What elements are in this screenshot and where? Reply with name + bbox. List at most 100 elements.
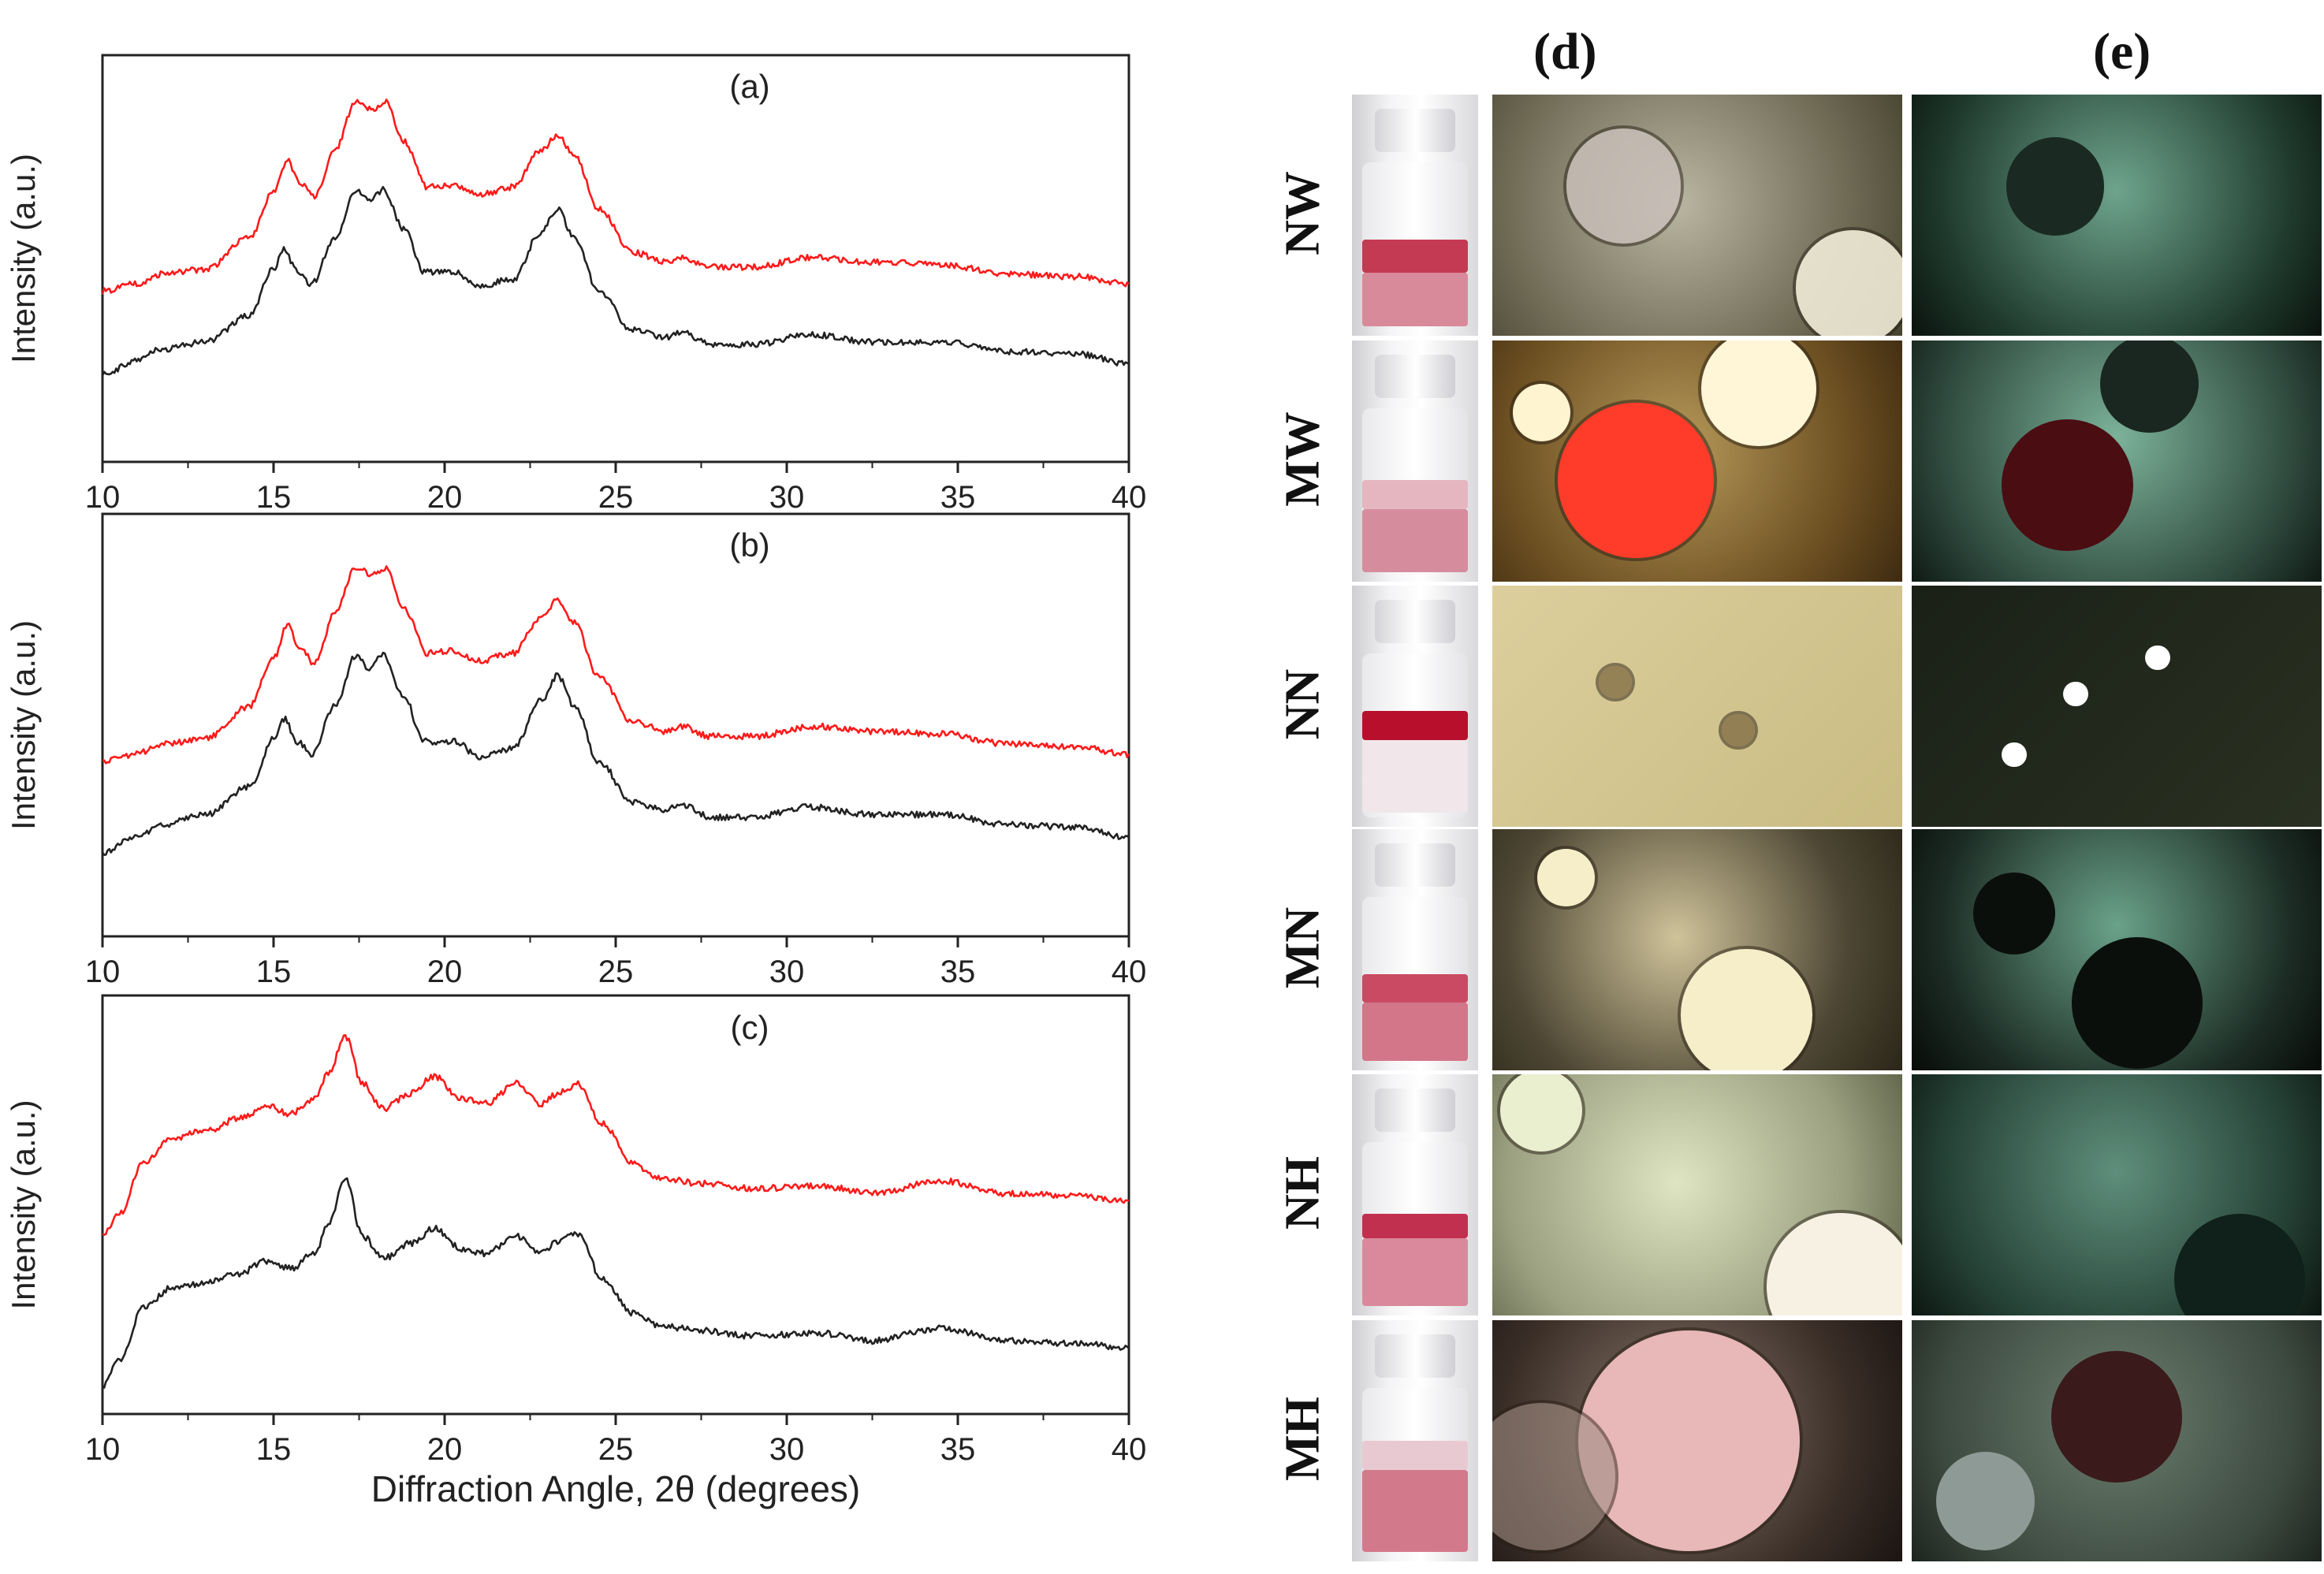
vial-cap: [1374, 1334, 1456, 1379]
vial-cap: [1374, 600, 1456, 644]
panel-label-1: (a): [729, 68, 769, 105]
panel-label-2: (b): [729, 527, 769, 564]
column-header-e: (e): [2093, 23, 2151, 80]
birefringence-spot-0: [2063, 682, 2088, 707]
x-tick-label-1-40: 40: [1112, 480, 1147, 515]
vial-oil-band: [1361, 1214, 1469, 1239]
x-tick-label-2-40: 40: [1112, 954, 1147, 989]
vial-oil-band: [1361, 973, 1469, 1003]
brightfield-micrograph-nn: [1492, 586, 1902, 827]
x-tick-label-3-35: 35: [940, 1432, 976, 1467]
birefringence-spot-0: [2006, 136, 2105, 236]
y-axis-label-3: Intensity (a.u.): [5, 1100, 42, 1309]
brightfield-micrograph-mh: [1492, 1320, 1902, 1561]
vial-photo-nw: [1352, 95, 1478, 336]
droplet-1: [1492, 1403, 1615, 1551]
series-line-black-1: [101, 186, 1130, 376]
plot-frame-3: [101, 994, 1130, 1416]
brightfield-micrograph-nh: [1492, 1074, 1902, 1315]
x-tick-label-2-20: 20: [427, 954, 463, 989]
row-label-mw: MW: [1276, 411, 1330, 507]
droplet-0: [1681, 949, 1812, 1070]
vial-photo-nn: [1352, 586, 1478, 827]
x-tick-label-3-20: 20: [427, 1432, 463, 1467]
droplet-0: [1599, 665, 1632, 699]
brightfield-micrograph-nw: [1492, 95, 1902, 336]
vial-oil-band: [1361, 711, 1469, 740]
x-tick-label-3-15: 15: [256, 1432, 292, 1467]
y-axis-label-2: Intensity (a.u.): [5, 620, 42, 830]
vial-emulsion: [1361, 739, 1469, 813]
row-label-nh: NH: [1276, 1156, 1330, 1230]
panel-label-3: (c): [731, 1009, 769, 1046]
droplet-1: [1500, 1074, 1583, 1152]
polarized-micrograph-mw: [1912, 340, 2322, 582]
vial-photo-mn: [1352, 829, 1478, 1070]
vial-oil-band: [1361, 1441, 1469, 1470]
x-tick-label-3-40: 40: [1112, 1432, 1147, 1467]
row-label-nw: NW: [1276, 171, 1330, 255]
vial-cap: [1374, 355, 1456, 399]
series-line-red-3: [102, 1034, 1130, 1236]
x-tick-label-3-10: 10: [85, 1432, 121, 1467]
droplet-0: [1578, 1330, 1800, 1552]
x-tick-label-2-25: 25: [598, 954, 634, 989]
droplet-1: [1795, 230, 1902, 336]
vial-cap: [1374, 843, 1456, 887]
vial-emulsion: [1361, 509, 1469, 572]
series-line-red-2: [102, 565, 1130, 765]
x-tick-label-1-20: 20: [427, 480, 463, 515]
droplet-0: [1767, 1212, 1902, 1315]
vial-emulsion: [1361, 1469, 1469, 1552]
birefringence-spot-1: [2145, 646, 2170, 671]
birefringence-spot-0: [2050, 1351, 2183, 1483]
x-tick-label-2-15: 15: [256, 954, 292, 989]
row-label-nn: NN: [1276, 668, 1330, 740]
polarized-micrograph-nn: [1912, 586, 2322, 827]
vial-photo-nh: [1352, 1074, 1478, 1315]
birefringence-spot-2: [2002, 742, 2027, 767]
brightfield-micrograph-mn: [1492, 829, 1902, 1070]
vial-cap: [1374, 1088, 1456, 1133]
x-tick-label-2-30: 30: [769, 954, 805, 989]
vial-oil-band: [1361, 239, 1469, 273]
droplet-0: [1558, 402, 1714, 559]
birefringence-spot-1: [1936, 1452, 2035, 1550]
vial-cap: [1374, 109, 1456, 153]
xrd-figure: 10 15 20 25 30 35 40 (a) Intensity (a.u.) 10 15 20 2…: [5, 54, 1147, 1509]
birefringence-spot-0: [2071, 937, 2203, 1069]
vial-emulsion: [1361, 1003, 1469, 1061]
birefringence-spot-1: [2100, 340, 2199, 434]
x-tick-label-1-10: 10: [85, 480, 121, 515]
x-tick-label-1-30: 30: [769, 480, 805, 515]
droplet-0: [1566, 128, 1682, 244]
polarized-micrograph-mn: [1912, 829, 2322, 1070]
polarized-micrograph-mh: [1912, 1320, 2322, 1561]
series-line-black-2: [101, 651, 1130, 856]
series-line-black-3: [102, 1177, 1130, 1389]
polarized-micrograph-nh: [1912, 1074, 2322, 1315]
birefringence-spot-1: [1973, 873, 2055, 955]
x-tick-label-1-15: 15: [256, 480, 292, 515]
y-axis-label-1: Intensity (a.u.): [5, 154, 42, 363]
row-label-mn: MN: [1276, 906, 1330, 989]
series-line-red-1: [101, 99, 1130, 295]
droplet-1: [1537, 848, 1595, 906]
plot-frame-1: [101, 54, 1130, 463]
droplet-1: [1722, 713, 1755, 747]
column-header-d: (d): [1533, 23, 1597, 80]
x-tick-label-2-35: 35: [940, 954, 976, 989]
vial-emulsion: [1361, 1238, 1469, 1306]
vial-oil-band: [1361, 480, 1469, 510]
birefringence-spot-0: [2173, 1213, 2306, 1315]
x-tick-label-3-25: 25: [598, 1432, 634, 1467]
vial-emulsion: [1361, 273, 1469, 326]
plot-frame-2: [101, 512, 1130, 938]
x-tick-label-3-30: 30: [769, 1432, 805, 1467]
polarized-micrograph-nw: [1912, 95, 2322, 336]
vial-photo-mh: [1352, 1320, 1478, 1561]
brightfield-micrograph-mw: [1492, 340, 1902, 582]
x-tick-label-2-10: 10: [85, 954, 121, 989]
droplet-1: [1701, 340, 1816, 446]
row-label-mh: MH: [1276, 1397, 1330, 1481]
